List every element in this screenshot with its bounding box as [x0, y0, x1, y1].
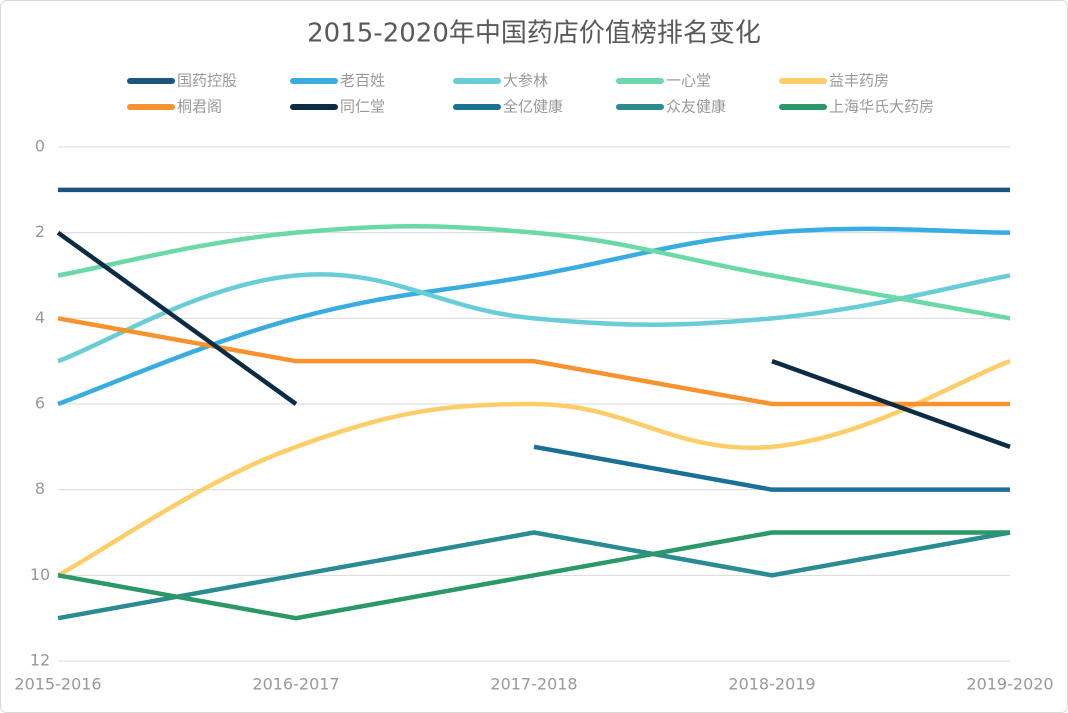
y-tick-label: 6 — [35, 394, 45, 413]
legend-label: 桐君阁 — [177, 98, 222, 116]
series-line — [56, 359, 1011, 578]
legend-label: 大参林 — [503, 72, 548, 90]
legend-label: 益丰药房 — [829, 72, 889, 90]
series-line — [57, 223, 1011, 321]
y-tick-label: 12 — [30, 651, 50, 670]
legend-label: 同仁堂 — [340, 98, 385, 116]
x-tick-label: 2018-2019 — [728, 675, 815, 694]
y-tick-label: 8 — [35, 479, 45, 498]
series-line — [56, 230, 1011, 449]
series-line — [533, 444, 1010, 492]
legend-label: 一心堂 — [666, 72, 711, 90]
legend-label: 国药控股 — [177, 72, 237, 90]
legend-label: 全亿健康 — [503, 98, 563, 116]
x-tick-label: 2019-2020 — [966, 675, 1053, 694]
legend-label: 众友健康 — [666, 98, 726, 116]
series-line — [57, 272, 1011, 364]
x-tick-label: 2015-2016 — [14, 675, 101, 694]
x-tick-label: 2017-2018 — [490, 675, 577, 694]
series-line — [57, 530, 1011, 621]
y-tick-label: 0 — [35, 137, 45, 156]
legend-label: 上海华氏大药房 — [829, 98, 934, 116]
y-tick-label: 10 — [30, 565, 50, 584]
series-line — [57, 530, 1010, 621]
y-tick-label: 4 — [35, 308, 45, 327]
x-tick-label: 2016-2017 — [252, 675, 339, 694]
chart-title: 2015-2020年中国药店价值榜排名变化 — [307, 19, 761, 49]
y-tick-label: 2 — [35, 222, 45, 241]
legend-label: 老百姓 — [340, 72, 385, 90]
